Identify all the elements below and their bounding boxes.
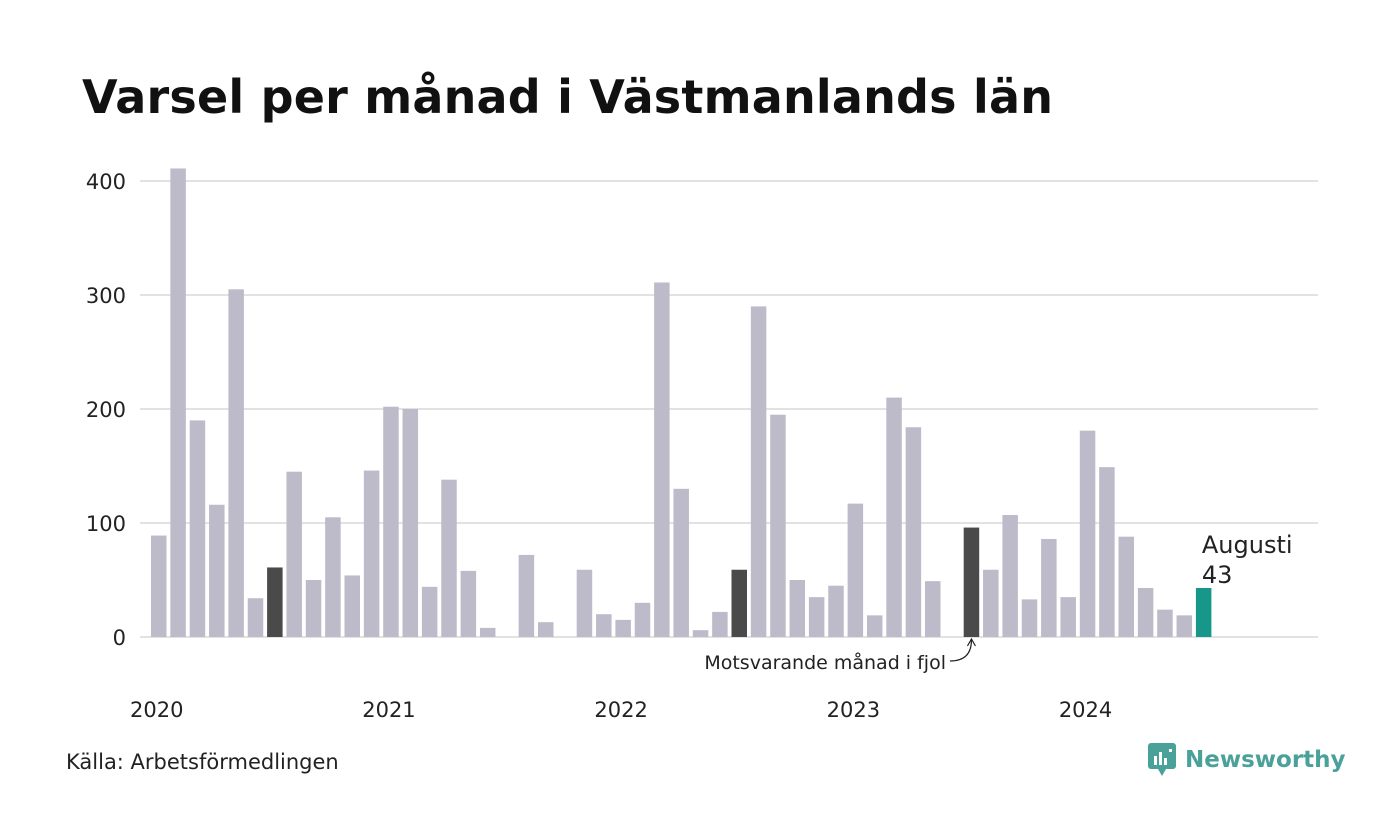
bar: [267, 567, 283, 637]
bar: [479, 627, 496, 637]
bar: [518, 554, 535, 637]
x-tick-label: 2021: [362, 698, 415, 722]
bar: [228, 289, 244, 637]
bar: [1195, 587, 1212, 637]
bar: [731, 569, 747, 637]
bar: [905, 427, 922, 637]
bar: [1118, 536, 1134, 637]
bar: [286, 471, 302, 637]
y-tick-label: 200: [86, 398, 126, 422]
y-tick-label: 400: [86, 170, 126, 194]
bar: [1002, 515, 1018, 637]
bar: [1041, 538, 1057, 637]
bar: [1157, 609, 1173, 637]
bar: [1079, 430, 1096, 637]
bar: [189, 420, 206, 637]
bar: [828, 585, 844, 637]
bar: [654, 282, 670, 637]
x-tick-label: 2024: [1059, 698, 1112, 722]
bar: [538, 622, 554, 637]
bar: [634, 602, 651, 637]
bar: [1137, 587, 1154, 637]
bars: [151, 168, 1212, 637]
y-axis-ticks: 0 100 200 300 400: [86, 170, 126, 650]
x-tick-label: 2023: [827, 698, 880, 722]
y-tick-label: 100: [86, 512, 126, 536]
bar-chart: 0 100 200 300 400 2020 2021 2022 2023 2024 Augus…: [86, 168, 1318, 722]
bar: [847, 503, 864, 637]
bar: [383, 406, 399, 637]
bar: [576, 569, 593, 637]
newsworthy-logo-icon: [1148, 743, 1176, 776]
source-note: Källa: Arbetsförmedlingen: [66, 750, 339, 774]
bar: [770, 414, 786, 637]
bar: [808, 597, 825, 637]
bar: [1099, 467, 1115, 637]
bar: [363, 470, 380, 637]
y-tick-label: 0: [113, 626, 126, 650]
bar: [402, 409, 419, 637]
bar: [1176, 615, 1193, 637]
brand[interactable]: Newsworthy: [1147, 742, 1346, 778]
chart-title: Varsel per månad i Västmanlands län: [82, 70, 1054, 124]
bar: [750, 306, 767, 637]
bar: [615, 619, 631, 637]
x-tick-label: 2020: [130, 698, 183, 722]
bar: [305, 580, 322, 637]
bar: [325, 517, 341, 637]
bar: [963, 527, 980, 637]
bar: [925, 581, 941, 637]
grid-lines: [140, 180, 1318, 638]
bar: [673, 488, 689, 637]
bar: [151, 535, 167, 637]
current-value-label: 43: [1202, 561, 1233, 589]
bar: [866, 615, 883, 637]
bar: [886, 397, 902, 637]
bar: [712, 611, 728, 637]
bar: [247, 598, 264, 637]
annotation-arrowhead: [966, 637, 976, 647]
bar: [1060, 597, 1076, 637]
previous-year-label: Motsvarande månad i fjol: [704, 651, 946, 674]
bar: [170, 168, 186, 637]
bar: [983, 569, 999, 637]
x-tick-label: 2022: [594, 698, 647, 722]
y-tick-label: 300: [86, 284, 126, 308]
bar: [692, 630, 709, 637]
bar: [344, 575, 360, 637]
bar: [441, 479, 457, 637]
annotation-arrow: [949, 639, 973, 662]
brand-name: Newsworthy: [1185, 747, 1346, 773]
bar: [596, 614, 612, 637]
x-axis-ticks: 2020 2021 2022 2023 2024: [130, 698, 1112, 722]
current-month-label: Augusti: [1202, 531, 1293, 559]
bar: [209, 504, 225, 637]
bar: [421, 586, 438, 637]
bar: [460, 570, 477, 637]
bar: [789, 580, 806, 637]
bar: [1021, 599, 1038, 637]
